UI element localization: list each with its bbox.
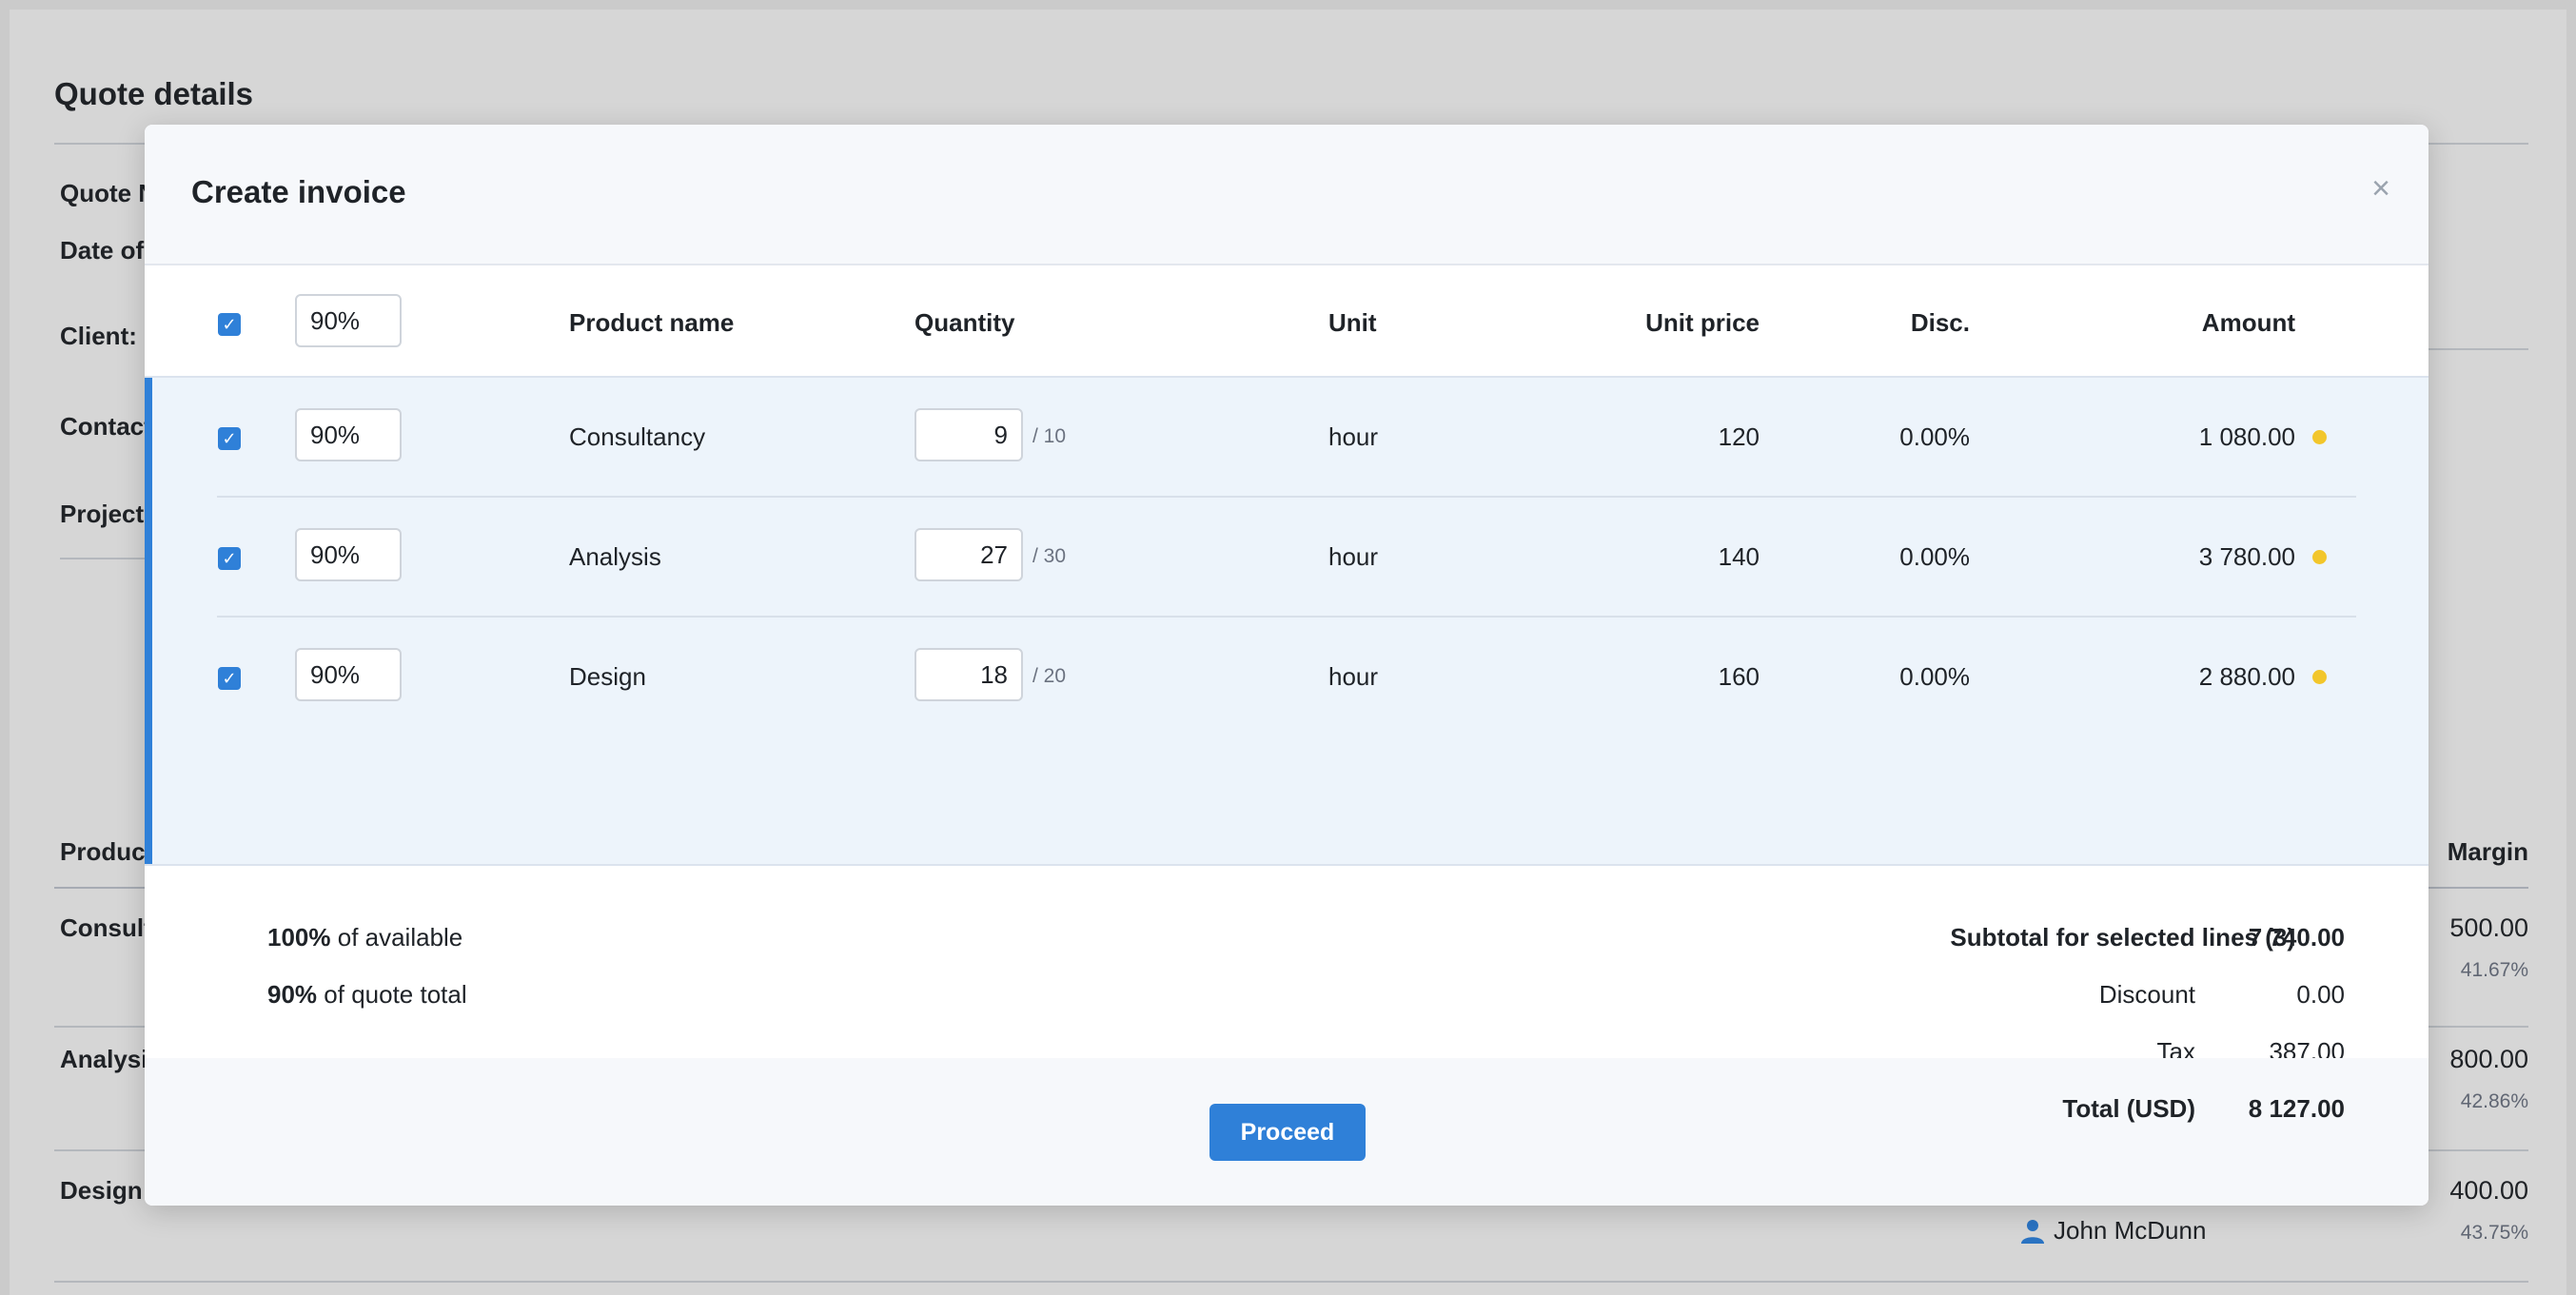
row-quantity-input[interactable]	[914, 528, 1023, 581]
available-summary: 100% of available	[267, 923, 462, 952]
subtotal-label: Subtotal for selected lines (3)	[1950, 923, 2295, 952]
assignee-name: John McDunn	[2054, 1216, 2207, 1245]
selection-accent	[145, 378, 152, 864]
row-checkbox[interactable]: ✓	[218, 667, 241, 690]
row-checkbox[interactable]: ✓	[218, 427, 241, 450]
row-unit-price: 120	[1718, 422, 1760, 451]
column-header-quantity: Quantity	[914, 308, 1015, 337]
row-margin-pct: 41.67%	[2460, 959, 2528, 981]
row-margin-pct: 43.75%	[2460, 1222, 2528, 1244]
quote-total-summary: 90% of quote total	[267, 980, 467, 1010]
create-invoice-modal: Create invoice × ✓ Product name Quantity…	[145, 125, 2429, 1206]
column-header-margin: Margin	[2447, 837, 2528, 866]
modal-header: Create invoice ×	[145, 125, 2429, 265]
divider	[54, 1281, 2528, 1283]
row-discount: 0.00%	[1899, 542, 1970, 571]
close-icon[interactable]: ×	[2371, 170, 2390, 206]
label-client: Client:	[60, 322, 137, 350]
proceed-button[interactable]: Proceed	[1209, 1104, 1366, 1161]
modal-title: Create invoice	[191, 174, 406, 209]
row-quantity-max: / 30	[1032, 545, 1067, 567]
row-percent-input[interactable]	[295, 528, 402, 581]
column-header-product-name: Product name	[569, 308, 735, 337]
row-unit-price: 160	[1718, 662, 1760, 691]
row-quantity-max: / 20	[1032, 665, 1067, 687]
status-dot	[2312, 550, 2327, 564]
row-margin-pct: 42.86%	[2460, 1090, 2528, 1112]
row-unit: hour	[1328, 422, 1379, 451]
column-header-disc: Disc.	[1910, 308, 1970, 337]
row-margin: 500.00	[2449, 913, 2528, 942]
assignee: John McDunn	[2019, 1216, 2206, 1246]
row-percent-input[interactable]	[295, 408, 402, 461]
label-project: Project:	[60, 500, 152, 528]
percent-all-input[interactable]	[295, 294, 402, 347]
column-header-amount: Amount	[2201, 308, 2295, 337]
divider	[2389, 348, 2528, 350]
row-product-name: Consultancy	[569, 422, 706, 451]
page-title: Quote details	[54, 76, 254, 111]
row-product-name: Analysis	[569, 542, 661, 571]
discount-label: Discount	[2098, 980, 2195, 1009]
column-header-product: Product	[60, 837, 154, 866]
row-amount: 3 780.00	[2198, 542, 2295, 571]
subtotal-value: 7 740.00	[2248, 923, 2345, 952]
invoice-lines: ✓ Consultancy / 10 hour 120 0.00% 1 080.…	[145, 376, 2429, 866]
row-product-name: Design	[569, 662, 646, 691]
row-margin: 800.00	[2449, 1045, 2528, 1073]
row-unit-price: 140	[1718, 542, 1760, 571]
total-label: Total (USD)	[2062, 1094, 2195, 1123]
quote-percent: 90%	[267, 980, 318, 1009]
row-unit: hour	[1328, 662, 1379, 691]
row-discount: 0.00%	[1899, 422, 1970, 451]
row-amount: 1 080.00	[2198, 422, 2295, 451]
column-header-unit: Unit	[1328, 308, 1377, 337]
row-percent-input[interactable]	[295, 648, 402, 701]
row-name: Consult	[60, 913, 152, 942]
row-divider	[217, 496, 2356, 498]
total-value: 8 127.00	[2248, 1094, 2345, 1123]
row-quantity-input[interactable]	[914, 408, 1023, 461]
available-percent: 100%	[267, 923, 331, 952]
quote-text: of quote total	[324, 980, 467, 1009]
select-all-checkbox[interactable]: ✓	[218, 313, 241, 336]
label-date: Date of	[60, 236, 145, 265]
available-text: of available	[337, 923, 463, 952]
label-contact: Contact	[60, 412, 152, 441]
discount-value: 0.00	[2296, 980, 2345, 1009]
row-checkbox[interactable]: ✓	[218, 547, 241, 570]
row-amount: 2 880.00	[2198, 662, 2295, 691]
row-quantity-input[interactable]	[914, 648, 1023, 701]
status-dot	[2312, 670, 2327, 684]
row-discount: 0.00%	[1899, 662, 1970, 691]
row-name: Design	[60, 1176, 143, 1205]
column-header-unit-price: Unit price	[1645, 308, 1760, 337]
user-icon	[2021, 1219, 2044, 1244]
label-quote-number: Quote N	[60, 179, 157, 207]
row-divider	[217, 616, 2356, 618]
row-unit: hour	[1328, 542, 1379, 571]
row-margin: 400.00	[2449, 1176, 2528, 1205]
row-quantity-max: / 10	[1032, 425, 1067, 447]
status-dot	[2312, 430, 2327, 444]
